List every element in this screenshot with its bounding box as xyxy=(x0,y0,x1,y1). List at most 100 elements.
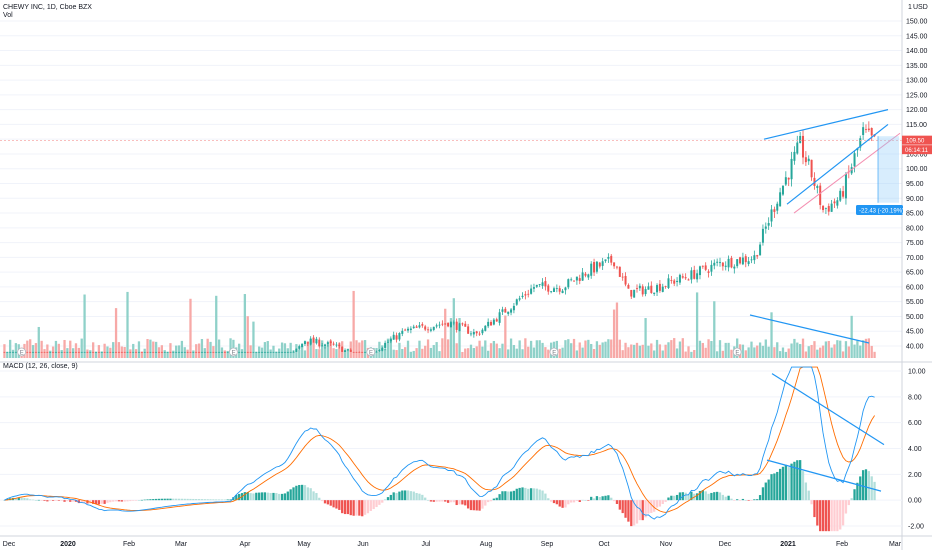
volume-bar xyxy=(507,349,510,358)
volume-bar xyxy=(509,338,513,358)
volume-bar xyxy=(49,350,52,358)
volume-bar xyxy=(166,351,169,358)
volume-bar xyxy=(804,351,808,358)
candle-body xyxy=(54,351,57,353)
price-tick-label: 135.00 xyxy=(906,63,928,70)
candle-body xyxy=(864,129,867,130)
candle-body xyxy=(581,272,584,281)
candle-body xyxy=(77,351,80,353)
volume-bar xyxy=(137,341,141,358)
volume-bar xyxy=(587,339,590,358)
macd-histogram-bar xyxy=(464,500,467,506)
candle-body xyxy=(69,351,72,353)
candle-body xyxy=(578,278,581,281)
macd-histogram-bar xyxy=(610,497,613,501)
volume-bar xyxy=(343,350,347,358)
macd-line xyxy=(4,366,875,520)
volume-bar xyxy=(853,344,856,358)
candle-body xyxy=(624,275,627,285)
volume-bar xyxy=(31,345,35,358)
candle-body xyxy=(736,259,739,267)
candle-body xyxy=(275,351,278,353)
macd-histogram-bar xyxy=(756,499,759,501)
candle-body xyxy=(467,326,470,334)
macd-histogram-bar xyxy=(615,500,619,504)
macd-histogram-bar xyxy=(675,494,679,501)
macd-histogram-bar xyxy=(509,491,513,501)
volume-bar xyxy=(501,343,504,358)
candle-body xyxy=(472,331,475,335)
macd-histogram-bar xyxy=(449,500,453,503)
candle-body xyxy=(438,324,441,326)
price-tick-label: 115.00 xyxy=(906,122,927,129)
candle-body xyxy=(321,345,324,347)
volume-bar xyxy=(226,350,229,358)
candle-body xyxy=(95,351,98,353)
volume-bar xyxy=(46,344,49,358)
volume-bar xyxy=(544,347,547,358)
time-tick-label: Feb xyxy=(123,541,135,548)
candle-body xyxy=(773,209,776,212)
candle-body xyxy=(301,343,304,348)
time-tick-label: Mar xyxy=(175,541,188,548)
candle-body xyxy=(510,309,513,313)
volume-bar xyxy=(627,347,630,358)
volume-bar xyxy=(538,340,541,358)
volume-bar xyxy=(778,351,782,358)
candle-body xyxy=(346,349,349,351)
macd-histogram-bar xyxy=(701,490,704,501)
macd-histogram-bar xyxy=(195,499,198,501)
volume-bar xyxy=(363,340,367,358)
earnings-marker xyxy=(229,347,238,357)
macd-histogram-bar xyxy=(361,500,364,517)
macd-histogram-bar xyxy=(149,499,152,501)
candle-body xyxy=(441,323,444,325)
candle-body xyxy=(779,192,782,207)
price-tick-label: 45.00 xyxy=(906,329,924,336)
volume-bar xyxy=(54,340,58,358)
macd-histogram-bar xyxy=(146,499,149,501)
volume-bar xyxy=(844,341,848,358)
macd-histogram-bar xyxy=(418,493,421,501)
volume-bar xyxy=(532,347,536,358)
candle-body xyxy=(630,290,633,297)
macd-histogram-bar xyxy=(392,492,395,501)
volume-bar xyxy=(86,349,89,358)
volume-bar xyxy=(727,342,730,358)
volume-bar xyxy=(389,338,392,358)
macd-histogram-bar xyxy=(859,476,862,501)
macd-histogram-bar xyxy=(690,491,693,501)
macd-histogram-bar xyxy=(796,460,799,501)
candle-body xyxy=(481,329,484,334)
volume-bar xyxy=(272,345,275,358)
macd-histogram-bar xyxy=(761,487,765,501)
candle-body xyxy=(386,341,389,343)
macd-histogram-bar xyxy=(839,500,842,530)
volume-bar xyxy=(175,345,178,358)
macd-histogram-bar xyxy=(51,500,55,501)
volume-bar xyxy=(392,349,395,358)
macd-histogram-bar xyxy=(120,500,123,502)
volume-bar xyxy=(29,339,32,358)
candle-body xyxy=(716,261,719,263)
volume-bar xyxy=(429,347,433,358)
macd-histogram-bar xyxy=(60,500,63,501)
macd-histogram-bar xyxy=(312,491,315,501)
candle-body xyxy=(292,351,295,353)
volume-bar xyxy=(564,340,567,358)
candle-body xyxy=(389,339,392,342)
candle-body xyxy=(361,351,364,353)
macd-histogram-bar xyxy=(492,498,496,501)
volume-bar xyxy=(412,350,415,358)
volume-bar xyxy=(260,347,264,358)
macd-histogram-bar xyxy=(206,499,209,501)
macd-histogram-bar xyxy=(260,492,264,501)
candle-body xyxy=(89,351,92,353)
candle-body xyxy=(421,324,424,326)
macd-histogram-bar xyxy=(824,500,828,532)
volume-bar xyxy=(140,351,143,358)
candle-body xyxy=(764,226,767,229)
candle-body xyxy=(816,186,819,188)
candle-body xyxy=(859,138,862,148)
